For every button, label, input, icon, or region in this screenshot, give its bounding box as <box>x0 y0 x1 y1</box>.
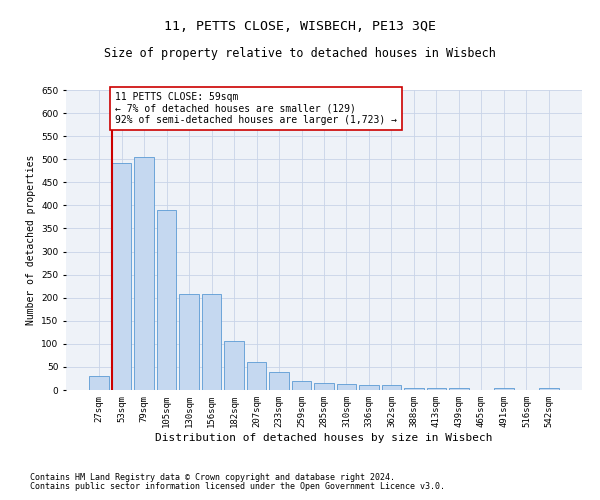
Bar <box>89 376 109 390</box>
Bar <box>292 381 311 390</box>
Bar <box>449 388 469 390</box>
Text: Contains public sector information licensed under the Open Government Licence v3: Contains public sector information licen… <box>30 482 445 491</box>
Text: 11, PETTS CLOSE, WISBECH, PE13 3QE: 11, PETTS CLOSE, WISBECH, PE13 3QE <box>164 20 436 33</box>
Bar <box>157 210 176 390</box>
Bar <box>269 372 289 390</box>
Bar <box>179 294 199 390</box>
Bar <box>337 384 356 390</box>
Bar <box>247 362 266 390</box>
Y-axis label: Number of detached properties: Number of detached properties <box>26 155 35 325</box>
Text: 11 PETTS CLOSE: 59sqm
← 7% of detached houses are smaller (129)
92% of semi-deta: 11 PETTS CLOSE: 59sqm ← 7% of detached h… <box>115 92 397 125</box>
Bar <box>494 388 514 390</box>
Bar <box>404 388 424 390</box>
Bar <box>359 385 379 390</box>
Bar <box>314 383 334 390</box>
Bar <box>202 294 221 390</box>
Bar <box>427 388 446 390</box>
Bar <box>382 386 401 390</box>
Bar <box>134 158 154 390</box>
Bar <box>112 163 131 390</box>
Text: Contains HM Land Registry data © Crown copyright and database right 2024.: Contains HM Land Registry data © Crown c… <box>30 474 395 482</box>
Text: Size of property relative to detached houses in Wisbech: Size of property relative to detached ho… <box>104 48 496 60</box>
X-axis label: Distribution of detached houses by size in Wisbech: Distribution of detached houses by size … <box>155 432 493 442</box>
Bar <box>224 340 244 390</box>
Bar <box>539 388 559 390</box>
